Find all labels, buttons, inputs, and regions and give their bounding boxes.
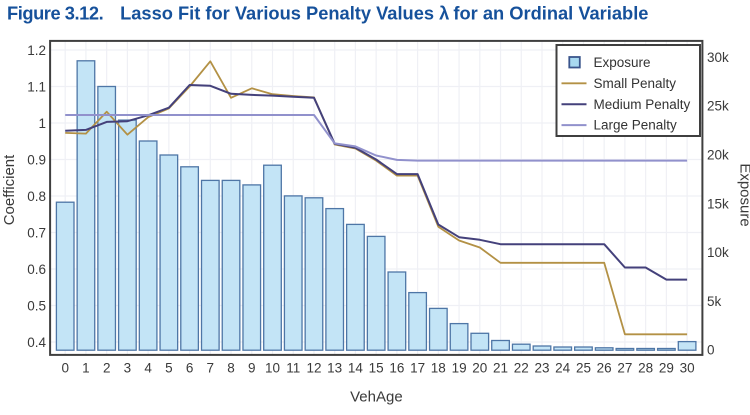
svg-text:15: 15	[369, 361, 384, 376]
svg-text:24: 24	[555, 361, 571, 376]
svg-text:1.2: 1.2	[27, 43, 46, 58]
svg-text:VehAge: VehAge	[350, 389, 403, 406]
svg-text:22: 22	[514, 361, 529, 376]
svg-text:30k: 30k	[707, 50, 729, 65]
svg-text:5: 5	[165, 361, 173, 376]
svg-text:Coefficient: Coefficient	[1, 154, 18, 225]
svg-text:13: 13	[327, 361, 342, 376]
svg-text:23: 23	[534, 361, 549, 376]
svg-text:0: 0	[61, 361, 69, 376]
svg-text:0.7: 0.7	[27, 225, 46, 240]
svg-text:16: 16	[389, 361, 404, 376]
svg-text:4: 4	[144, 361, 152, 376]
svg-text:26: 26	[597, 361, 612, 376]
svg-text:Exposure: Exposure	[594, 55, 651, 70]
svg-text:25k: 25k	[707, 99, 729, 114]
svg-text:1: 1	[82, 361, 90, 376]
svg-text:5k: 5k	[707, 294, 722, 309]
svg-text:1.1: 1.1	[27, 79, 46, 94]
svg-text:1: 1	[38, 116, 46, 131]
svg-text:19: 19	[452, 361, 467, 376]
svg-text:20: 20	[472, 361, 487, 376]
svg-text:0.9: 0.9	[27, 152, 46, 167]
svg-text:17: 17	[410, 361, 425, 376]
svg-text:Figure 3.12.: Figure 3.12.	[7, 3, 103, 24]
svg-text:Lasso Fit for Various Penalty: Lasso Fit for Various Penalty Values λ	[120, 3, 449, 24]
svg-text:0: 0	[707, 343, 715, 358]
svg-text:29: 29	[659, 361, 674, 376]
svg-text:0.5: 0.5	[27, 298, 46, 313]
svg-text:Small Penalty: Small Penalty	[594, 76, 677, 91]
svg-text:27: 27	[617, 361, 632, 376]
svg-text:Exposure: Exposure	[737, 163, 750, 226]
svg-text:Large Penalty: Large Penalty	[594, 118, 678, 133]
svg-text:21: 21	[493, 361, 508, 376]
svg-text:7: 7	[207, 361, 215, 376]
svg-text:18: 18	[431, 361, 446, 376]
svg-text:10: 10	[265, 361, 280, 376]
svg-text:0.6: 0.6	[27, 262, 46, 277]
svg-text:3: 3	[124, 361, 132, 376]
svg-text:20k: 20k	[707, 148, 729, 163]
svg-text:9: 9	[248, 361, 256, 376]
svg-text:10k: 10k	[707, 245, 729, 260]
svg-text:0.4: 0.4	[27, 335, 46, 350]
svg-text:2: 2	[103, 361, 111, 376]
svg-text:for an Ordinal Variable: for an Ordinal Variable	[453, 3, 648, 24]
svg-text:14: 14	[348, 361, 364, 376]
svg-text:0.8: 0.8	[27, 189, 46, 204]
svg-text:25: 25	[576, 361, 591, 376]
svg-text:12: 12	[306, 361, 321, 376]
svg-text:15k: 15k	[707, 196, 729, 211]
svg-text:6: 6	[186, 361, 194, 376]
svg-text:30: 30	[680, 361, 695, 376]
svg-text:11: 11	[286, 361, 300, 376]
svg-text:Medium Penalty: Medium Penalty	[594, 97, 691, 112]
svg-text:8: 8	[227, 361, 235, 376]
svg-text:28: 28	[638, 361, 653, 376]
